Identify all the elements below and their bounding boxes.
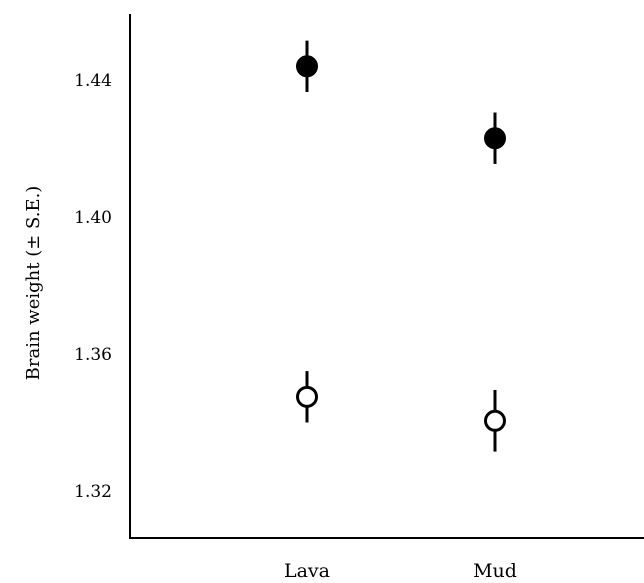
data-marks bbox=[296, 40, 506, 452]
data-point bbox=[484, 409, 506, 432]
data-point bbox=[296, 385, 318, 408]
y-tick-label: 1.36 bbox=[74, 345, 112, 365]
y-tick-label: 1.44 bbox=[74, 71, 112, 91]
x-category-label: Lava bbox=[284, 560, 330, 582]
y-tick-label: 1.40 bbox=[74, 208, 112, 228]
y-tick-labels: 1.32 1.36 1.40 1.44 bbox=[74, 71, 112, 502]
data-point bbox=[296, 55, 318, 78]
data-point bbox=[484, 127, 506, 150]
y-tick-label: 1.32 bbox=[74, 482, 112, 502]
x-category-label: Mud bbox=[473, 560, 517, 582]
y-axis-title: Brain weight (± S.E.) bbox=[23, 186, 44, 381]
x-category-labels: Lava Mud bbox=[284, 560, 517, 582]
